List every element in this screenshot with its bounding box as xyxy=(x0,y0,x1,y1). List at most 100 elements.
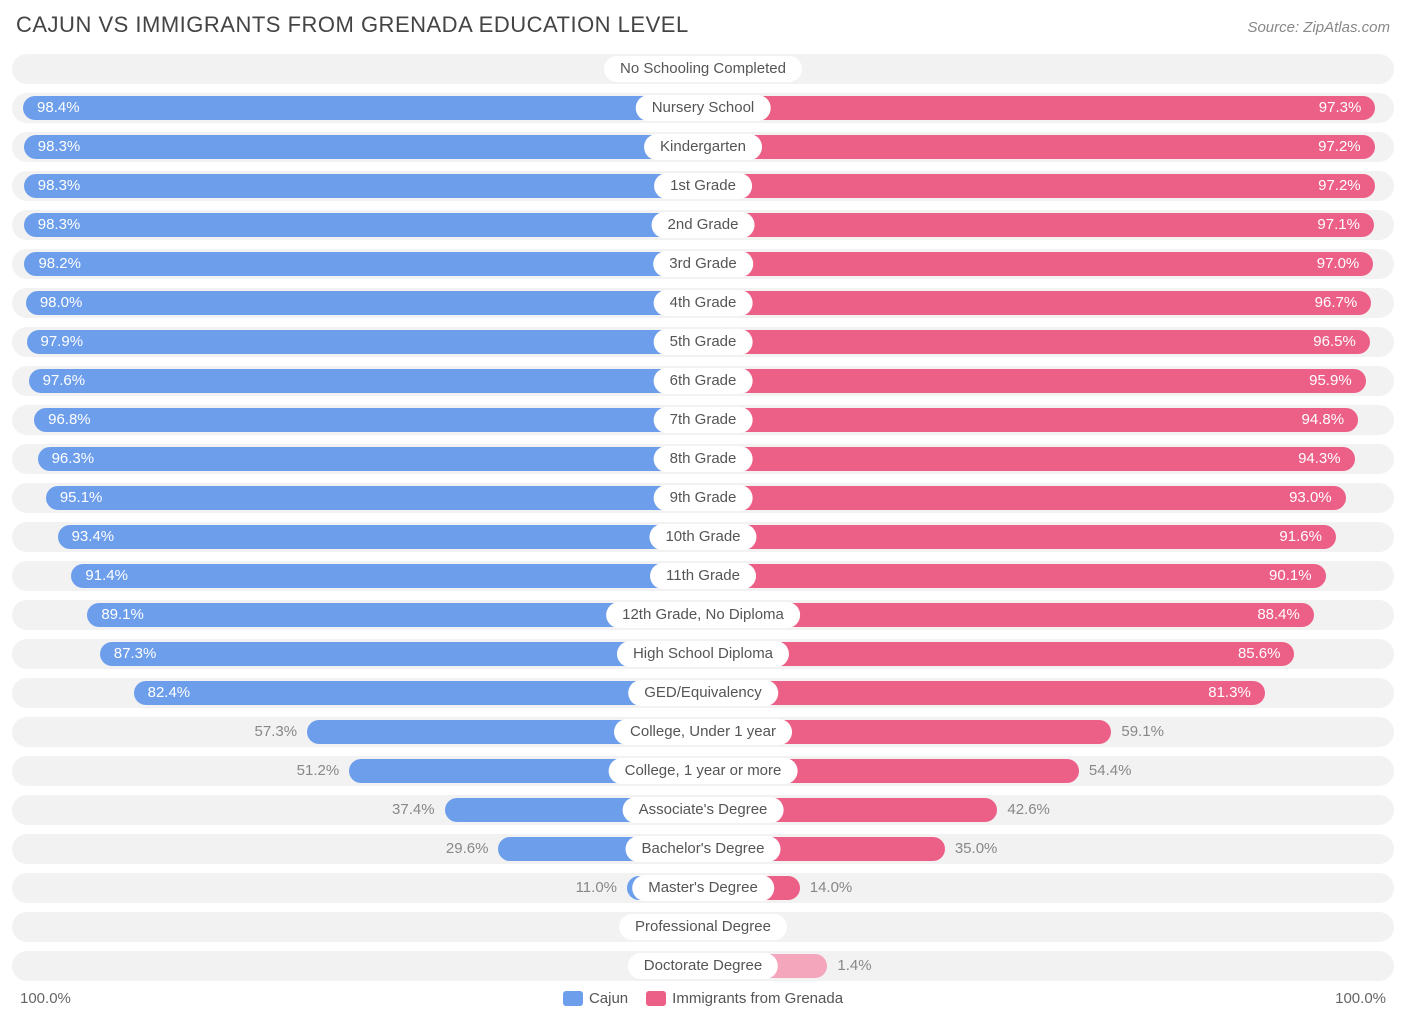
category-label: Nursery School xyxy=(636,95,771,121)
legend-item-left: Cajun xyxy=(563,990,628,1007)
source-label: Source: ZipAtlas.com xyxy=(1247,19,1390,36)
chart-row: 82.4%81.3%GED/Equivalency xyxy=(12,678,1394,708)
bar-left xyxy=(38,447,703,471)
value-right: 96.5% xyxy=(1313,327,1370,357)
value-right: 91.6% xyxy=(1279,522,1336,552)
category-label: 12th Grade, No Diploma xyxy=(606,602,800,628)
category-label: 5th Grade xyxy=(654,329,753,355)
value-left: 89.1% xyxy=(87,600,144,630)
chart-row: 3.4%3.7%Professional Degree xyxy=(12,912,1394,942)
value-left: 98.0% xyxy=(26,288,83,318)
swatch-right xyxy=(646,991,666,1006)
legend: Cajun Immigrants from Grenada xyxy=(563,990,843,1007)
value-left: 11.0% xyxy=(576,873,627,903)
value-left: 37.4% xyxy=(392,795,445,825)
legend-label-right: Immigrants from Grenada xyxy=(672,990,843,1007)
bar-right xyxy=(703,213,1374,237)
value-left: 98.4% xyxy=(23,93,80,123)
value-right: 42.6% xyxy=(997,795,1050,825)
axis-left-max: 100.0% xyxy=(20,990,71,1007)
value-right: 95.9% xyxy=(1309,366,1366,396)
category-label: 9th Grade xyxy=(654,485,753,511)
value-right: 54.4% xyxy=(1079,756,1132,786)
bar-left xyxy=(71,564,703,588)
bar-left xyxy=(24,174,703,198)
chart-row: 98.3%97.1%2nd Grade xyxy=(12,210,1394,240)
value-left: 96.3% xyxy=(38,444,95,474)
chart-row: 51.2% 54.4% College, 1 year or more xyxy=(12,756,1394,786)
bar-right xyxy=(703,564,1326,588)
chart-row: 1.7%2.8%No Schooling Completed xyxy=(12,54,1394,84)
bar-right xyxy=(703,252,1373,276)
bar-right xyxy=(703,486,1346,510)
bar-right xyxy=(703,174,1375,198)
chart-row: 96.8%94.8%7th Grade xyxy=(12,405,1394,435)
chart-row: 93.4% 91.6% 10th Grade xyxy=(12,522,1394,552)
bar-left xyxy=(27,330,703,354)
legend-label-left: Cajun xyxy=(589,990,628,1007)
category-label: Kindergarten xyxy=(644,134,762,160)
value-right: 90.1% xyxy=(1269,561,1326,591)
bar-left xyxy=(24,135,703,159)
chart-row: 91.4%90.1%11th Grade xyxy=(12,561,1394,591)
value-left: 87.3% xyxy=(100,639,157,669)
footer: 100.0% Cajun Immigrants from Grenada 100… xyxy=(12,990,1394,1007)
bar-left xyxy=(26,291,703,315)
chart-row: 98.0% 96.7% 4th Grade xyxy=(12,288,1394,318)
value-right: 14.0% xyxy=(800,873,853,903)
value-right: 97.1% xyxy=(1317,210,1374,240)
bar-left xyxy=(134,681,703,705)
category-label: 10th Grade xyxy=(649,524,756,550)
value-right: 97.2% xyxy=(1318,171,1375,201)
value-right: 96.7% xyxy=(1315,288,1372,318)
value-left: 95.1% xyxy=(46,483,103,513)
value-left: 57.3% xyxy=(255,717,308,747)
category-label: Doctorate Degree xyxy=(628,953,778,979)
value-left: 97.6% xyxy=(29,366,86,396)
bar-left xyxy=(58,525,703,549)
header: CAJUN VS IMMIGRANTS FROM GRENADA EDUCATI… xyxy=(12,12,1394,38)
swatch-left xyxy=(563,991,583,1006)
category-label: High School Diploma xyxy=(617,641,789,667)
value-right: 97.3% xyxy=(1319,93,1376,123)
value-left: 51.2% xyxy=(297,756,350,786)
value-right: 97.2% xyxy=(1318,132,1375,162)
chart-row: 98.3%97.2%Kindergarten xyxy=(12,132,1394,162)
bar-right xyxy=(703,525,1336,549)
chart-row: 1.5%1.4%Doctorate Degree xyxy=(12,951,1394,981)
chart-row: 37.4%42.6%Associate's Degree xyxy=(12,795,1394,825)
category-label: 2nd Grade xyxy=(652,212,755,238)
bar-left xyxy=(29,369,703,393)
bar-right xyxy=(703,135,1375,159)
category-label: College, 1 year or more xyxy=(609,758,798,784)
category-label: College, Under 1 year xyxy=(614,719,792,745)
bar-left xyxy=(100,642,703,666)
category-label: Bachelor's Degree xyxy=(626,836,781,862)
value-right: 88.4% xyxy=(1257,600,1314,630)
bar-right xyxy=(703,291,1371,315)
category-label: 8th Grade xyxy=(654,446,753,472)
value-left: 93.4% xyxy=(58,522,115,552)
value-right: 1.4% xyxy=(827,951,871,981)
bar-right xyxy=(703,642,1294,666)
category-label: 4th Grade xyxy=(654,290,753,316)
value-left: 91.4% xyxy=(71,561,128,591)
value-right: 59.1% xyxy=(1111,717,1164,747)
axis-right-max: 100.0% xyxy=(1335,990,1386,1007)
chart-row: 98.3% 97.2% 1st Grade xyxy=(12,171,1394,201)
chart-row: 89.1% 88.4% 12th Grade, No Diploma xyxy=(12,600,1394,630)
value-left: 29.6% xyxy=(446,834,499,864)
bar-right xyxy=(703,447,1355,471)
value-right: 94.8% xyxy=(1302,405,1359,435)
bar-left xyxy=(34,408,703,432)
category-label: Professional Degree xyxy=(619,914,787,940)
chart-area: 1.7%2.8%No Schooling Completed 98.4% 97.3%… xyxy=(12,54,1394,981)
chart-row: 29.6% 35.0% Bachelor's Degree xyxy=(12,834,1394,864)
value-right: 35.0% xyxy=(945,834,998,864)
value-left: 98.3% xyxy=(24,171,81,201)
bar-right xyxy=(703,96,1375,120)
chart-row: 97.6%95.9%6th Grade xyxy=(12,366,1394,396)
bar-right xyxy=(703,681,1265,705)
chart-row: 98.2%97.0%3rd Grade xyxy=(12,249,1394,279)
category-label: 1st Grade xyxy=(654,173,752,199)
